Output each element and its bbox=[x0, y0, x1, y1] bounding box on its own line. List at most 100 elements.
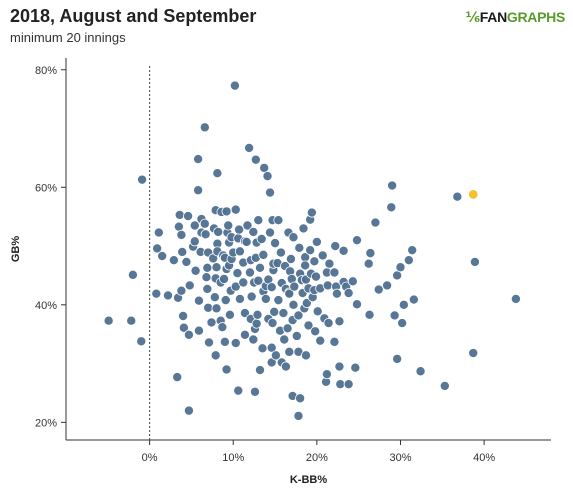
data-point bbox=[334, 316, 345, 327]
data-point bbox=[250, 154, 261, 165]
data-point bbox=[178, 310, 189, 321]
data-point bbox=[103, 315, 114, 326]
data-point bbox=[392, 270, 403, 281]
data-point bbox=[293, 410, 304, 421]
data-point bbox=[229, 80, 240, 91]
data-point bbox=[219, 336, 230, 347]
data-point bbox=[242, 220, 253, 231]
data-point bbox=[270, 238, 281, 249]
data-point bbox=[301, 298, 312, 309]
data-point bbox=[253, 215, 264, 226]
data-point bbox=[298, 223, 309, 234]
logo-mark-icon: ⅙ bbox=[465, 9, 481, 25]
data-point bbox=[232, 268, 243, 279]
logo-text-graphs: GRAPHS bbox=[506, 9, 565, 25]
data-point bbox=[181, 256, 192, 267]
data-point bbox=[189, 236, 200, 247]
data-point bbox=[211, 303, 222, 314]
data-point bbox=[317, 250, 328, 261]
data-point bbox=[279, 334, 290, 345]
data-point bbox=[190, 265, 201, 276]
data-point bbox=[221, 206, 232, 217]
data-point bbox=[209, 292, 220, 303]
data-point bbox=[262, 171, 273, 182]
data-point bbox=[230, 281, 241, 292]
data-point bbox=[373, 284, 384, 295]
data-point bbox=[168, 255, 179, 266]
x-tick-label: 20% bbox=[306, 452, 328, 464]
data-point bbox=[176, 285, 187, 296]
data-point bbox=[282, 323, 293, 334]
axes: 20% 40% 60% 80% 0% 10% 20% 30% 40% bbox=[35, 58, 551, 464]
data-point bbox=[248, 334, 259, 345]
data-point bbox=[397, 318, 408, 329]
data-point bbox=[439, 380, 450, 391]
x-tick-label: 0% bbox=[142, 452, 158, 464]
data-point bbox=[241, 236, 252, 247]
data-point bbox=[288, 232, 299, 243]
data-point bbox=[335, 379, 346, 390]
data-point bbox=[137, 174, 148, 185]
data-point bbox=[324, 258, 335, 269]
data-point bbox=[510, 293, 521, 304]
data-point bbox=[260, 293, 271, 304]
chart-title: 2018, August and September bbox=[10, 6, 257, 26]
data-point bbox=[273, 295, 284, 306]
data-point bbox=[234, 246, 245, 257]
data-point bbox=[234, 224, 245, 235]
y-tick-label: 80% bbox=[35, 65, 57, 77]
data-point bbox=[217, 322, 228, 333]
data-point bbox=[177, 246, 188, 257]
data-point bbox=[201, 272, 212, 283]
data-point bbox=[309, 256, 320, 267]
data-point bbox=[305, 245, 316, 256]
data-point bbox=[213, 226, 224, 237]
data-point bbox=[251, 318, 262, 329]
data-point bbox=[221, 364, 232, 375]
data-point bbox=[275, 247, 286, 258]
data-point bbox=[199, 218, 210, 229]
data-point bbox=[219, 273, 230, 284]
data-point bbox=[203, 337, 214, 348]
data-point bbox=[174, 209, 185, 220]
data-point bbox=[329, 267, 340, 278]
logo-text-fan: FAN bbox=[479, 9, 507, 25]
data-point bbox=[136, 336, 147, 347]
data-point bbox=[392, 353, 403, 364]
data-point bbox=[408, 294, 419, 305]
data-point bbox=[244, 267, 255, 278]
data-point bbox=[288, 299, 299, 310]
y-tick-label: 40% bbox=[35, 300, 57, 312]
data-point bbox=[200, 229, 211, 240]
data-point bbox=[220, 295, 231, 306]
data-point bbox=[258, 249, 269, 260]
y-tick-label: 20% bbox=[35, 417, 57, 429]
data-point bbox=[386, 202, 397, 213]
data-point bbox=[266, 282, 277, 293]
data-point bbox=[151, 288, 162, 299]
data-point bbox=[183, 405, 194, 416]
data-point bbox=[468, 348, 479, 359]
data-point bbox=[249, 386, 260, 397]
data-point bbox=[259, 162, 270, 173]
data-point bbox=[321, 369, 332, 380]
data-point bbox=[266, 342, 277, 353]
data-point bbox=[152, 243, 163, 254]
data-point bbox=[265, 227, 276, 238]
x-tick-label: 10% bbox=[222, 452, 244, 464]
data-point bbox=[230, 338, 241, 349]
data-point bbox=[351, 299, 362, 310]
data-point bbox=[212, 168, 223, 179]
data-point bbox=[334, 361, 345, 372]
highlighted-point bbox=[468, 189, 479, 200]
data-point bbox=[252, 309, 263, 320]
data-point bbox=[382, 280, 393, 291]
data-point bbox=[239, 308, 250, 319]
data-point bbox=[363, 258, 374, 269]
data-point bbox=[310, 326, 321, 337]
data-point bbox=[395, 262, 406, 273]
data-point bbox=[322, 280, 333, 291]
data-point bbox=[311, 236, 322, 247]
data-point bbox=[248, 226, 259, 237]
data-point bbox=[265, 187, 276, 198]
